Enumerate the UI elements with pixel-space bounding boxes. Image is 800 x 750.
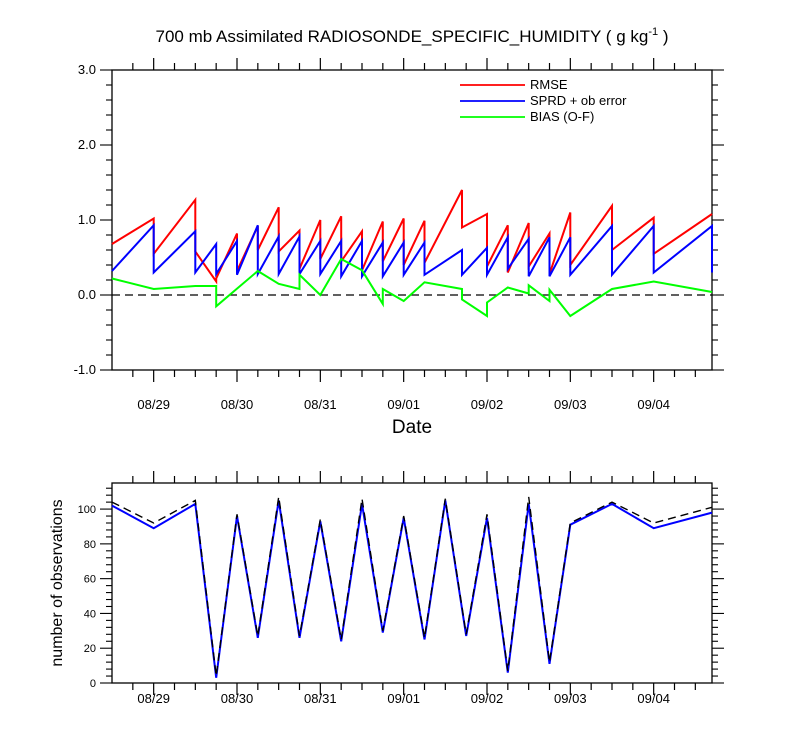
- lower-y-tick-label: 60: [84, 574, 96, 586]
- lower-series-observations-assimilated: [111, 500, 713, 678]
- lower-y-tick-label: 40: [84, 608, 96, 620]
- upper-x-tick-label: 09/01: [387, 397, 420, 412]
- lower-x-tick-label: 08/31: [304, 691, 337, 706]
- upper-y-tick-label: 2.0: [78, 137, 96, 152]
- x-axis-label: Date: [392, 417, 432, 438]
- lower-x-tick-label: 08/29: [137, 691, 170, 706]
- lower-x-tick-label: 09/02: [471, 691, 504, 706]
- lower-y-tick-label: 0: [90, 678, 96, 690]
- legend: RMSE SPRD + ob error BIAS (O-F): [460, 77, 627, 124]
- upper-plot-frame: [111, 69, 713, 371]
- upper-series-sprd-ob-error: [111, 222, 713, 280]
- upper-y-tick-label: -1.0: [74, 362, 96, 377]
- upper-y-tick-label: 1.0: [78, 212, 96, 227]
- upper-x-tick-label: 08/31: [304, 397, 337, 412]
- title-close: ): [658, 27, 668, 46]
- lower-x-tick-label: 09/04: [637, 691, 670, 706]
- lower-y-tick-label: 100: [78, 504, 96, 516]
- chart-title: 700 mb Assimilated RADIOSONDE_SPECIFIC_H…: [156, 26, 669, 46]
- upper-series-rmse: [111, 189, 713, 285]
- lower-x-tick-label: 09/03: [554, 691, 587, 706]
- upper-x-tick-label: 09/04: [637, 397, 670, 412]
- lower-series-observations-possible: [111, 496, 713, 677]
- legend-label-rmse: RMSE: [530, 77, 568, 92]
- lower-y-tick-label: 20: [84, 643, 96, 655]
- upper-y-tick-label: 3.0: [78, 62, 96, 77]
- lower-x-tick-label: 08/30: [221, 691, 254, 706]
- legend-label-bias: BIAS (O-F): [530, 109, 594, 124]
- legend-label-sprd: SPRD + ob error: [530, 93, 627, 108]
- lower-x-tick-label: 09/01: [387, 691, 420, 706]
- upper-x-tick-label: 08/30: [221, 397, 254, 412]
- upper-series-bias-o-f: [111, 257, 713, 318]
- upper-y-tick-label: 0.0: [78, 287, 96, 302]
- upper-x-tick-label: 09/03: [554, 397, 587, 412]
- y-axis-label-observations: number of observations: [49, 499, 66, 666]
- upper-x-tick-label: 08/29: [137, 397, 170, 412]
- lower-plot-frame: [111, 482, 713, 684]
- title-units-sup: -1: [648, 26, 658, 38]
- upper-x-tick-label: 09/02: [471, 397, 504, 412]
- lower-y-tick-label: 80: [84, 539, 96, 551]
